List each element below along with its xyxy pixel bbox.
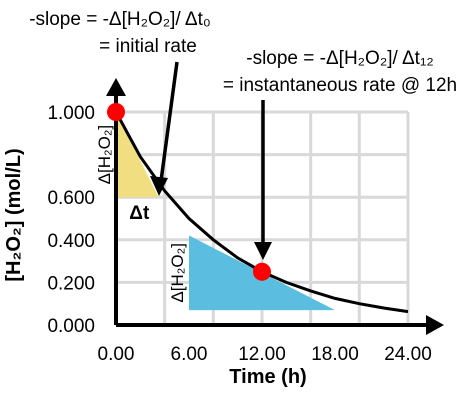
tick-labels: 0.00 6.00 12.00 18.00 24.00 0.000 0.200 0.400 0.… — [47, 103, 431, 365]
annotation-1-arrow — [159, 61, 179, 182]
y-tick-label: 0.000 — [47, 316, 95, 337]
annotation-1-arrowhead — [150, 176, 168, 196]
x-tick-label: 0.00 — [98, 344, 135, 365]
x-tick-label: 12.00 — [238, 344, 286, 365]
tangent-1-horizontal-label: Δt — [129, 203, 150, 224]
tangent-2-vertical-label: Δ[H₂O₂] — [168, 243, 187, 303]
x-axis-title: Time (h) — [229, 366, 306, 388]
data-point-2 — [253, 262, 271, 281]
tangent-1-vertical-label: Δ[H₂O₂] — [95, 125, 114, 185]
y-tick-label: 0.600 — [47, 188, 95, 209]
highlight-points — [107, 103, 271, 281]
y-tick-label: 0.200 — [47, 273, 95, 294]
y-axis-arrow — [106, 78, 126, 96]
annotation-2-arrowhead — [254, 242, 272, 260]
x-tick-label: 24.00 — [384, 344, 432, 365]
annotation-2-line2: = instantaneous rate @ 12h — [223, 75, 457, 96]
annotation-1-line1: -slope = -Δ[H₂O₂]/ Δt₀ — [29, 9, 211, 30]
y-tick-label: 0.400 — [47, 231, 95, 252]
y-axis-title: [H₂O₂] (mol/L) — [3, 148, 25, 281]
x-tick-label: 18.00 — [311, 344, 359, 365]
annotation-1-line2: = initial rate — [99, 36, 197, 57]
data-point-1 — [107, 103, 125, 121]
x-tick-label: 6.00 — [171, 344, 208, 365]
y-tick-label: 1.000 — [47, 103, 95, 124]
x-axis-arrow — [426, 315, 444, 335]
annotation-2-line1: -slope = -Δ[H₂O₂]/ Δt₁₂ — [246, 48, 434, 69]
